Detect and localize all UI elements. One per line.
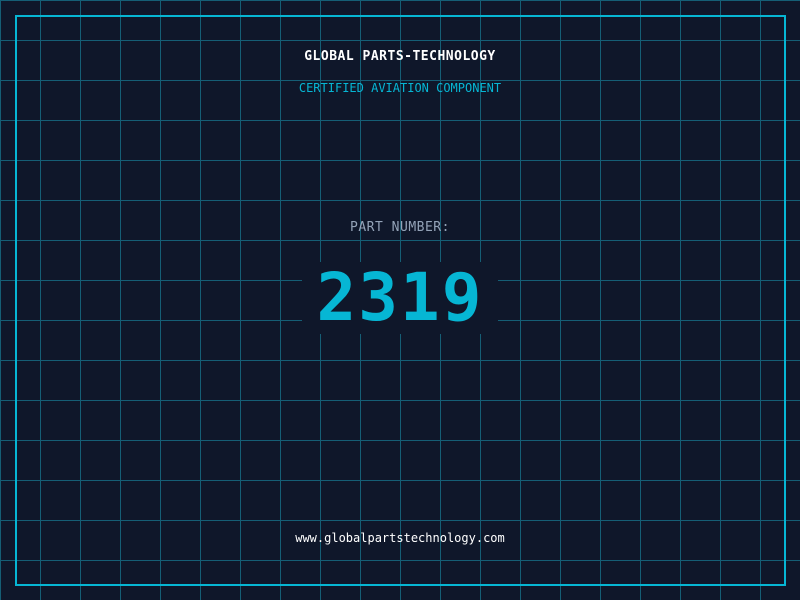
- subtitle: CERTIFIED AVIATION COMPONENT: [298, 81, 502, 95]
- part-number-label: PART NUMBER:: [350, 220, 450, 235]
- website-url: www.globalpartstechnology.com: [295, 531, 505, 545]
- brand-title: GLOBAL PARTS-TECHNOLOGY: [304, 49, 496, 64]
- part-number-box: 2319: [302, 262, 498, 334]
- part-number-value: 2319: [316, 259, 484, 336]
- border-frame: [15, 15, 786, 586]
